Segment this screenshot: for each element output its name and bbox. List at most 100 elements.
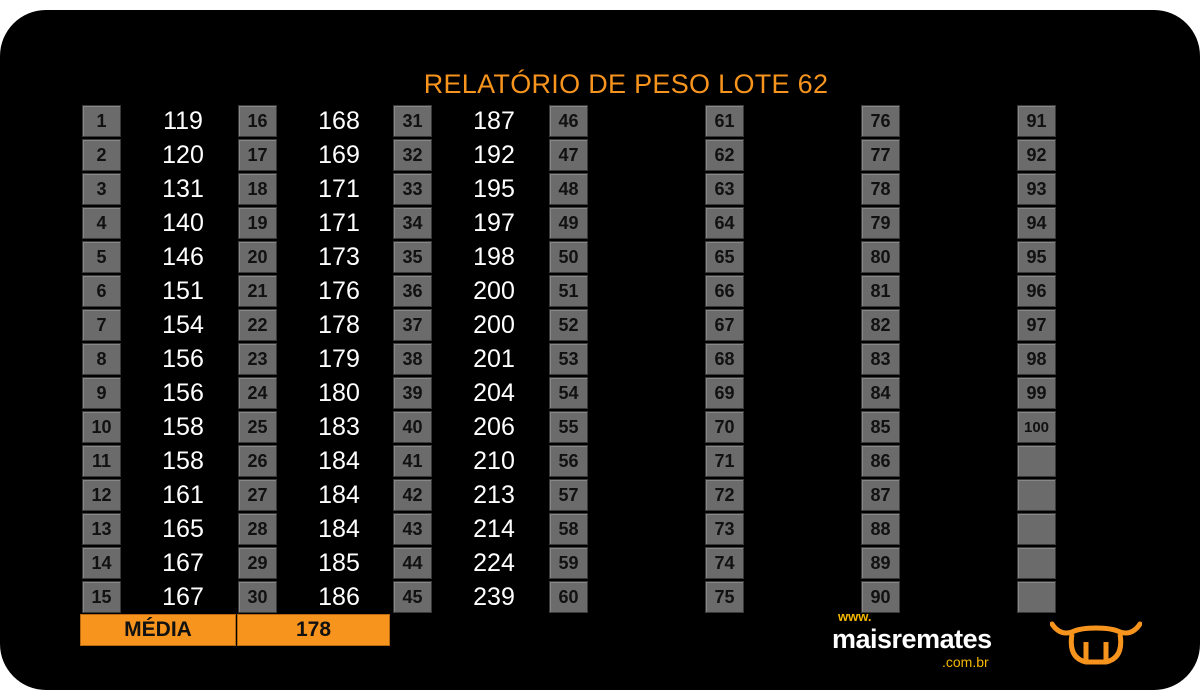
animal-number-cell: 35 (393, 241, 432, 273)
animal-number-cell: 17 (238, 139, 277, 171)
animal-number-cell: 54 (549, 377, 588, 409)
weight-value: 158 (162, 413, 204, 441)
logo-name: maisremates (832, 624, 992, 654)
animal-number-cell: 27 (238, 479, 277, 511)
animal-number-cell: 21 (238, 275, 277, 307)
animal-number-cell: 26 (238, 445, 277, 477)
weight-value: 184 (318, 515, 360, 543)
weight-value: 183 (318, 413, 360, 441)
animal-number-cell: 58 (549, 513, 588, 545)
animal-number-cell: 42 (393, 479, 432, 511)
animal-number-cell: 75 (705, 581, 744, 613)
weight-value: 200 (473, 311, 515, 339)
animal-number-cell: 55 (549, 411, 588, 443)
animal-number-cell: 41 (393, 445, 432, 477)
animal-number-cell: 51 (549, 275, 588, 307)
weight-value: 156 (162, 379, 204, 407)
animal-number-cell: 14 (82, 547, 121, 579)
logo-domain: .com.br (942, 654, 989, 670)
animal-number-cell: 90 (861, 581, 900, 613)
weight-value: 158 (162, 447, 204, 475)
weight-value: 213 (473, 481, 515, 509)
animal-number-cell: 89 (861, 547, 900, 579)
animal-number-cell: 65 (705, 241, 744, 273)
animal-number-cell: 28 (238, 513, 277, 545)
animal-number-cell: 30 (238, 581, 277, 613)
animal-number-cell: 59 (549, 547, 588, 579)
animal-number-cell: 85 (861, 411, 900, 443)
animal-number-cell: 47 (549, 139, 588, 171)
weight-value: 214 (473, 515, 515, 543)
weight-value: 185 (318, 549, 360, 577)
animal-number-cell: 64 (705, 207, 744, 239)
animal-number-cell: 61 (705, 105, 744, 137)
weight-value: 146 (162, 243, 204, 271)
weight-value: 206 (473, 413, 515, 441)
weight-value: 171 (318, 175, 360, 203)
animal-number-cell: 91 (1017, 105, 1056, 137)
weight-value: 239 (473, 583, 515, 611)
weight-value: 161 (162, 481, 204, 509)
weight-value: 167 (162, 583, 204, 611)
weight-value: 200 (473, 277, 515, 305)
animal-number-cell: 1 (82, 105, 121, 137)
animal-number-cell: 11 (82, 445, 121, 477)
animal-number-cell: 81 (861, 275, 900, 307)
animal-number-cell: 45 (393, 581, 432, 613)
animal-number-cell (1017, 513, 1056, 545)
animal-number-cell: 76 (861, 105, 900, 137)
weight-value: 140 (162, 209, 204, 237)
animal-number-cell: 48 (549, 173, 588, 205)
weight-value: 151 (162, 277, 204, 305)
animal-number-cell: 88 (861, 513, 900, 545)
animal-number-cell: 50 (549, 241, 588, 273)
animal-number-cell: 96 (1017, 275, 1056, 307)
weight-value: 184 (318, 481, 360, 509)
animal-number-cell (1017, 479, 1056, 511)
animal-number-cell: 43 (393, 513, 432, 545)
animal-number-cell (1017, 581, 1056, 613)
weight-value: 120 (162, 141, 204, 169)
animal-number-cell: 68 (705, 343, 744, 375)
animal-number-cell: 100 (1017, 411, 1056, 443)
animal-number-cell: 74 (705, 547, 744, 579)
weight-value: 168 (318, 107, 360, 135)
animal-number-cell: 18 (238, 173, 277, 205)
animal-number-cell: 15 (82, 581, 121, 613)
animal-number-cell: 92 (1017, 139, 1056, 171)
animal-number-cell: 29 (238, 547, 277, 579)
media-label: MÉDIA (80, 614, 236, 646)
animal-number-cell: 73 (705, 513, 744, 545)
animal-number-cell: 97 (1017, 309, 1056, 341)
animal-number-cell: 22 (238, 309, 277, 341)
animal-number-cell: 34 (393, 207, 432, 239)
weight-value: 197 (473, 209, 515, 237)
animal-number-cell: 12 (82, 479, 121, 511)
animal-number-cell: 60 (549, 581, 588, 613)
animal-number-cell: 53 (549, 343, 588, 375)
animal-number-cell: 78 (861, 173, 900, 205)
animal-number-cell: 40 (393, 411, 432, 443)
weight-value: 178 (318, 311, 360, 339)
animal-number-cell: 49 (549, 207, 588, 239)
animal-number-cell: 2 (82, 139, 121, 171)
report-panel (0, 10, 1200, 690)
media-value: 178 (237, 614, 390, 646)
animal-number-cell: 39 (393, 377, 432, 409)
weight-value: 165 (162, 515, 204, 543)
animal-number-cell (1017, 445, 1056, 477)
weight-value: 169 (318, 141, 360, 169)
animal-number-cell: 3 (82, 173, 121, 205)
weight-value: 154 (162, 311, 204, 339)
animal-number-cell: 13 (82, 513, 121, 545)
animal-number-cell: 36 (393, 275, 432, 307)
animal-number-cell: 67 (705, 309, 744, 341)
weight-value: 179 (318, 345, 360, 373)
logo-www: www. (838, 609, 872, 624)
weight-value: 176 (318, 277, 360, 305)
animal-number-cell: 38 (393, 343, 432, 375)
weight-value: 156 (162, 345, 204, 373)
weight-value: 201 (473, 345, 515, 373)
animal-number-cell: 56 (549, 445, 588, 477)
animal-number-cell: 7 (82, 309, 121, 341)
